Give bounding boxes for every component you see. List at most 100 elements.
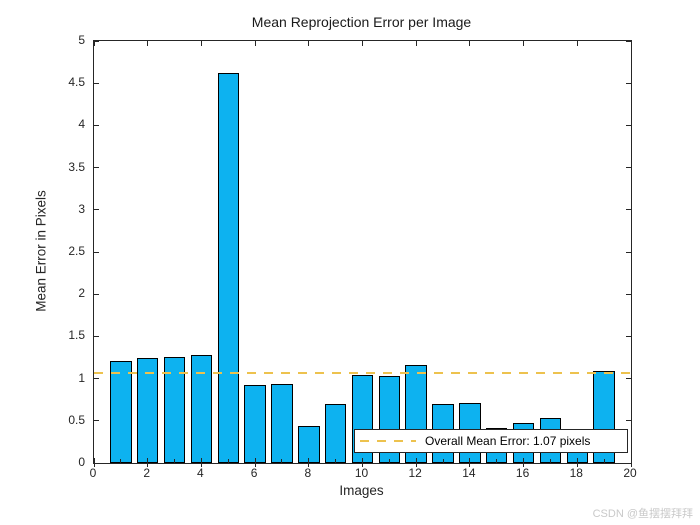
x-minor-tick <box>603 459 605 463</box>
x-tick-top <box>469 41 471 46</box>
x-tick-top <box>523 41 525 46</box>
x-minor-tick <box>335 459 337 463</box>
y-tick-left <box>94 82 99 84</box>
y-tick-label-3.5: 3.5 <box>68 159 85 174</box>
x-tick-stub <box>576 464 578 467</box>
legend: Overall Mean Error: 1.07 pixels <box>354 429 628 453</box>
x-tick-top <box>415 41 417 46</box>
bar-image-1 <box>110 360 132 463</box>
y-tick-left <box>94 420 99 422</box>
x-minor-tick <box>147 459 149 463</box>
overall-mean-error-line <box>94 371 631 374</box>
x-minor-tick <box>254 459 256 463</box>
x-tick-label-16: 16 <box>515 466 530 480</box>
y-tick-label-0: 0 <box>78 455 85 469</box>
x-minor-tick <box>523 459 525 463</box>
y-tick-right <box>626 40 631 42</box>
y-tick-label-0.5: 0.5 <box>68 412 85 427</box>
y-tick-labels: 0 0.5 1 1.5 2 2.5 3 3.5 4 4.5 5 <box>0 33 85 469</box>
x-tick-top <box>200 41 202 46</box>
x-tick-stub <box>200 464 202 467</box>
mean-line-legend-sample <box>360 440 416 442</box>
x-tick-labels: 0 2 4 6 8 10 12 14 16 18 20 <box>89 466 637 484</box>
x-axis-label: Images <box>339 483 384 498</box>
y-tick-label-4: 4 <box>78 117 85 132</box>
y-tick-label-3: 3 <box>78 201 85 216</box>
x-tick-stub <box>523 464 525 467</box>
x-minor-tick <box>308 459 310 463</box>
x-tick-top <box>308 41 310 46</box>
bar-image-5 <box>217 73 239 463</box>
x-tick-bottom <box>93 458 95 463</box>
x-minor-tick <box>200 459 202 463</box>
bar-image-6 <box>244 385 266 463</box>
bars-layer <box>94 41 631 463</box>
x-tick-label-6: 6 <box>250 466 258 480</box>
bar-image-7 <box>271 383 293 463</box>
x-tick-label-10: 10 <box>354 466 369 480</box>
x-tick-bottom <box>630 458 632 463</box>
x-minor-tick <box>549 459 551 463</box>
y-tick-label-4.5: 4.5 <box>68 75 85 90</box>
x-tick-label-12: 12 <box>408 466 422 480</box>
y-tick-left <box>94 293 99 295</box>
x-minor-tick <box>469 459 471 463</box>
x-tick-top <box>93 41 95 46</box>
y-tick-label-5: 5 <box>78 33 85 47</box>
x-minor-tick <box>496 459 498 463</box>
x-tick-top <box>630 41 632 46</box>
x-tick-top <box>254 41 256 46</box>
x-tick-stub <box>308 464 310 467</box>
x-tick-label-14: 14 <box>462 466 476 480</box>
x-tick-stub <box>254 464 256 467</box>
x-tick-stub <box>415 464 417 467</box>
y-tick-right <box>626 293 631 295</box>
y-tick-label-1: 1 <box>78 370 85 385</box>
x-tick-label-20: 20 <box>623 466 637 480</box>
x-tick-label-0: 0 <box>89 466 97 480</box>
y-tick-right <box>626 378 631 380</box>
y-tick-right <box>626 209 631 211</box>
y-tick-left <box>94 209 99 211</box>
x-tick-stub <box>147 464 149 467</box>
x-minor-tick <box>362 459 363 463</box>
y-tick-left <box>94 378 99 380</box>
y-tick-label-2.5: 2.5 <box>68 244 85 258</box>
watermark: CSDN @鱼摆摆拜拜 <box>592 508 693 520</box>
x-tick-stub <box>362 464 363 467</box>
x-tick-label-2: 2 <box>143 466 151 480</box>
y-tick-label-2: 2 <box>78 286 85 301</box>
x-tick-top <box>576 41 578 46</box>
chart-title: Mean Reprojection Error per Image <box>251 14 472 30</box>
ticks-layer <box>93 40 632 467</box>
y-tick-right <box>626 167 631 169</box>
x-minor-tick <box>174 459 176 463</box>
y-tick-right <box>626 420 631 422</box>
y-tick-right <box>626 124 631 126</box>
y-tick-left <box>94 251 99 253</box>
x-minor-tick <box>227 459 229 463</box>
x-tick-top <box>147 41 149 46</box>
y-tick-left <box>94 167 99 169</box>
x-minor-tick <box>120 459 122 463</box>
x-tick-label-18: 18 <box>569 466 583 480</box>
y-tick-left <box>94 40 99 42</box>
y-tick-left <box>94 124 99 126</box>
bar-image-2 <box>136 358 159 463</box>
y-tick-right <box>626 462 631 464</box>
x-minor-tick <box>281 459 283 463</box>
x-minor-tick <box>415 459 417 463</box>
x-minor-tick <box>388 459 390 463</box>
y-tick-right <box>626 82 631 84</box>
x-tick-label-4: 4 <box>197 466 204 480</box>
x-tick-top <box>362 41 363 46</box>
y-tick-right <box>626 251 631 253</box>
y-tick-right <box>626 335 631 337</box>
x-minor-tick <box>576 459 578 463</box>
legend-label: Overall Mean Error: 1.07 pixels <box>425 434 591 448</box>
y-tick-left <box>94 335 99 337</box>
x-tick-stub <box>469 464 471 467</box>
x-tick-stub <box>630 464 632 467</box>
bar-image-9 <box>324 403 347 463</box>
